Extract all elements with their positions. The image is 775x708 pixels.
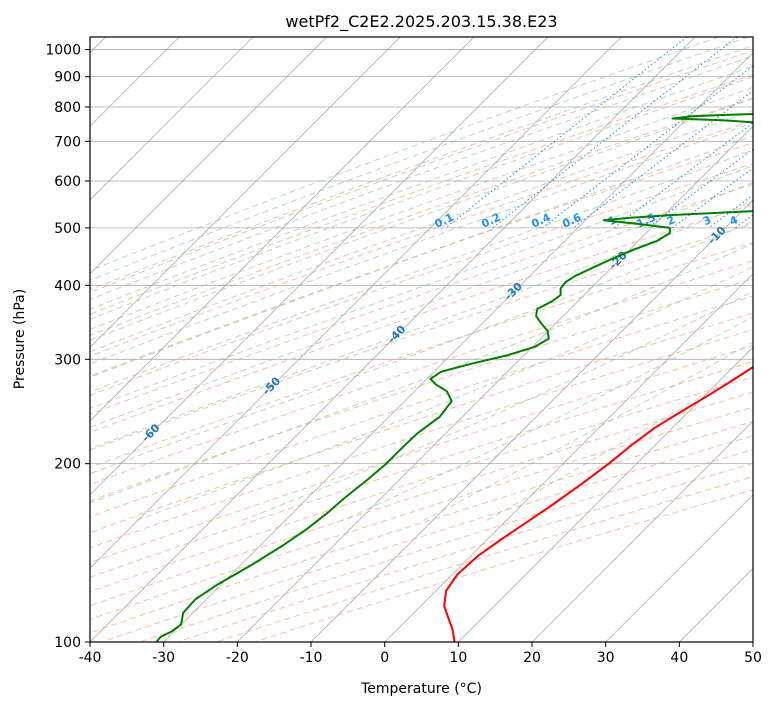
dry-adiabat	[90, 391, 753, 607]
isotherm-label: -30	[502, 280, 525, 303]
moist-adiabat	[90, 164, 753, 409]
y-tick-label: 100	[54, 635, 81, 651]
isotherm-line	[90, 37, 548, 496]
moist-adiabat	[421, 341, 753, 522]
dry-adiabat	[90, 223, 753, 451]
dry-adiabat	[101, 435, 753, 642]
x-tick-label: 30	[597, 650, 615, 666]
isotherm-line	[90, 37, 475, 422]
y-tick-label: 400	[54, 278, 81, 294]
x-axis-label: Temperature (°C)	[360, 681, 482, 697]
isotherm-line	[458, 346, 753, 642]
isotherm-line	[90, 37, 696, 642]
moist-adiabat	[134, 266, 753, 522]
isotherm-line	[384, 273, 753, 642]
x-axis: -40 -30 -20 -10 0 10 20 30 40 50	[79, 642, 762, 666]
mixing-ratio-line	[492, 37, 738, 229]
moist-adiabat	[485, 366, 753, 522]
dry-adiabat	[90, 361, 753, 578]
dry-adiabat	[90, 260, 753, 485]
mixing-ratio-label: 4	[728, 213, 741, 228]
plot-area: 0.10.20.40.611.52346810131620253036-100-…	[15, 37, 775, 642]
moist-adiabat	[90, 37, 749, 281]
x-tick-label: 10	[449, 650, 467, 666]
dry-adiabat	[90, 50, 753, 293]
x-tick-label: 50	[744, 650, 762, 666]
moist-adiabat	[90, 37, 719, 272]
y-tick-label: 900	[54, 70, 81, 86]
x-tick-label: 40	[670, 650, 688, 666]
isotherm-line	[237, 125, 753, 642]
chart-title: wetPf2_C2E2.2025.203.15.38.E23	[285, 12, 557, 32]
mixing-ratio-line	[542, 65, 753, 229]
moist-adiabat	[90, 65, 753, 310]
mixing-ratio-label: 6	[766, 213, 775, 228]
isotherm-line	[531, 420, 753, 642]
y-tick-label: 700	[54, 134, 81, 150]
dry-adiabat	[90, 278, 753, 502]
moist-adiabat	[90, 220, 753, 475]
isotherm-line	[605, 494, 753, 642]
dry-adiabat	[90, 120, 753, 357]
isotherm-line	[163, 52, 753, 642]
plot-frame	[89, 36, 754, 643]
isotherm-line	[310, 199, 753, 642]
x-tick-label: -10	[300, 650, 323, 666]
isotherm-label: -50	[260, 374, 283, 397]
mixing-ratio-line	[734, 214, 753, 229]
dry-adiabat	[90, 142, 753, 377]
isotherm-label: -70	[15, 471, 38, 494]
y-tick-label: 300	[54, 352, 81, 368]
y-tick-label: 600	[54, 174, 81, 190]
moist-adiabat	[90, 55, 753, 301]
dewpoint-profile	[155, 112, 753, 642]
moist-adiabat	[90, 98, 753, 341]
isotherm-line	[90, 37, 622, 569]
dry-adiabat	[90, 97, 753, 337]
mixing-ratio-line	[572, 90, 753, 229]
y-tick-label: 500	[54, 221, 81, 237]
mixing-ratio-line	[672, 167, 753, 229]
y-tick-label: 800	[54, 100, 81, 116]
isotherm-line	[679, 567, 753, 642]
isotherm-line	[752, 641, 753, 642]
moist-adiabat	[90, 45, 753, 291]
dry-adiabat	[90, 312, 753, 534]
y-axis-label: Pressure (hPa)	[12, 289, 28, 389]
dry-adiabat	[215, 476, 753, 642]
moist-adiabat	[90, 76, 753, 320]
y-axis: 1000 900 800 700 600 500 400 300 200 100	[45, 43, 90, 651]
dry-adiabat	[90, 329, 753, 549]
dry-adiabat	[90, 163, 753, 396]
temperature-profile	[443, 365, 753, 642]
y-tick-label: 200	[54, 457, 81, 473]
moist-adiabat	[90, 242, 753, 504]
dry-adiabat	[90, 74, 753, 315]
x-tick-label: -30	[152, 650, 175, 666]
y-tick-label: 1000	[45, 43, 81, 59]
isotherm-line	[90, 37, 327, 275]
moist-adiabat	[90, 122, 753, 365]
moist-adiabat	[90, 109, 753, 353]
moist-adiabat	[340, 316, 753, 522]
isotherm-line	[90, 37, 401, 348]
dry-adiabat	[177, 462, 753, 642]
mixing-ratio-line	[445, 37, 688, 229]
moist-adiabat	[90, 86, 753, 331]
isotherm-line	[90, 37, 254, 201]
isotherm-label: -40	[385, 323, 408, 346]
x-tick-label: 0	[380, 650, 389, 666]
x-tick-label: -40	[79, 650, 102, 666]
x-tick-label: -20	[226, 650, 249, 666]
x-tick-label: 20	[523, 650, 541, 666]
